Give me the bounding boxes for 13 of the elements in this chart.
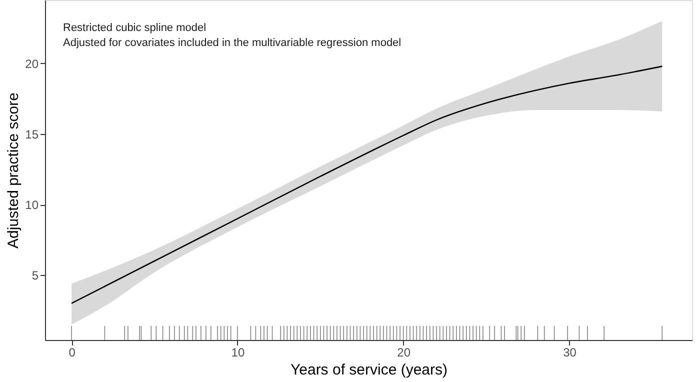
x-tick-label: 30 xyxy=(563,346,577,360)
x-tick-label: 20 xyxy=(397,346,411,360)
y-tick-label: 15 xyxy=(25,128,39,142)
x-tick-label: 0 xyxy=(68,346,76,360)
x-axis-title: Years of service (years) xyxy=(290,362,448,378)
x-tick-label: 10 xyxy=(231,346,245,360)
line-series xyxy=(70,66,663,304)
y-axis-title: Adjusted practice score xyxy=(5,92,22,248)
y-tick-label: 5 xyxy=(32,268,39,283)
y-tick-label: 20 xyxy=(25,56,39,71)
annotation: Adjusted for covariates included in the multivariable regression model xyxy=(63,37,402,49)
annotation: Restricted cubic spline model xyxy=(63,22,206,34)
y-tick-label: 10 xyxy=(25,198,39,212)
